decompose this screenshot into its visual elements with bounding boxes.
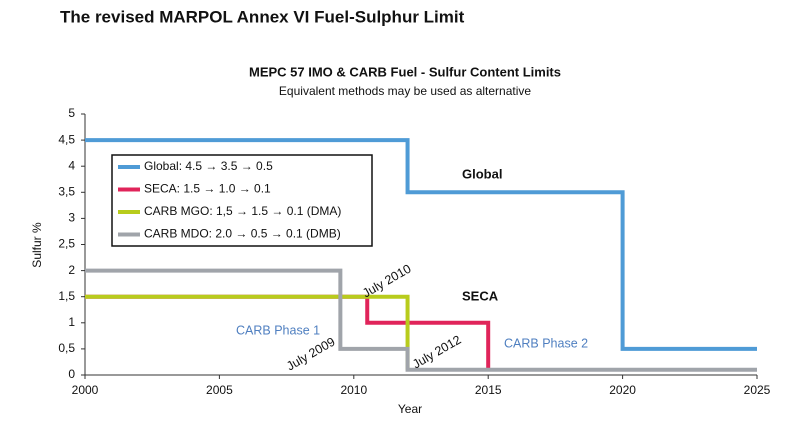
y-tick-label: 1 [68,315,75,329]
y-tick-label: 4,5 [58,132,75,146]
page-title: The revised MARPOL Annex VI Fuel-Sulphur… [60,7,465,26]
chart-title: MEPC 57 IMO & CARB Fuel - Sulfur Content… [249,64,561,79]
legend: Global: 4.5 → 3.5 → 0.5 SECA: 1.5 → 1.0 →… [111,154,373,247]
annotation: SECA [462,288,499,303]
annotation: CARB Phase 2 [504,336,588,350]
series-line [85,138,757,351]
legend-box [111,154,373,247]
annotation: July 2012 [410,333,463,372]
legend-label: CARB MGO: 1,5 → 1.5 → 0.1 (DMA) [144,204,341,218]
y-tick-label: 5 [68,106,75,120]
y-axis-label: Sulfur % [30,222,44,268]
y-tick-label: 0,5 [58,341,75,355]
x-tick-label: 2020 [609,383,636,397]
x-tick-label: 2005 [206,383,233,397]
annotation: CARB Phase 1 [236,323,320,337]
y-tick-label: 2,5 [58,237,75,251]
x-tick-label: 2000 [72,383,99,397]
legend-label: Global: 4.5 → 3.5 → 0.5 [144,159,273,173]
series-line [85,268,757,372]
annotation: Global [462,166,502,181]
x-axis-label: Year [398,402,422,416]
y-tick-label: 3,5 [58,184,75,198]
chart-subtitle: Equivalent methods may be used as altern… [279,84,531,98]
series-line [85,294,410,370]
legend-label: CARB MDO: 2.0 → 0.5 → 0.1 (DMB) [144,227,341,241]
x-tick-label: 2010 [340,383,367,397]
annotation: July 2009 [284,335,337,374]
y-tick-label: 0 [68,367,75,381]
y-tick-label: 3 [68,211,75,225]
y-tick-label: 2 [68,263,75,277]
x-tick-label: 2015 [475,383,502,397]
y-tick-label: 1,5 [58,289,75,303]
annotation: July 2010 [360,262,413,301]
x-tick-label: 2025 [744,383,771,397]
y-tick-label: 4 [68,158,75,172]
legend-label: SECA: 1.5 → 1.0 → 0.1 [144,182,271,196]
